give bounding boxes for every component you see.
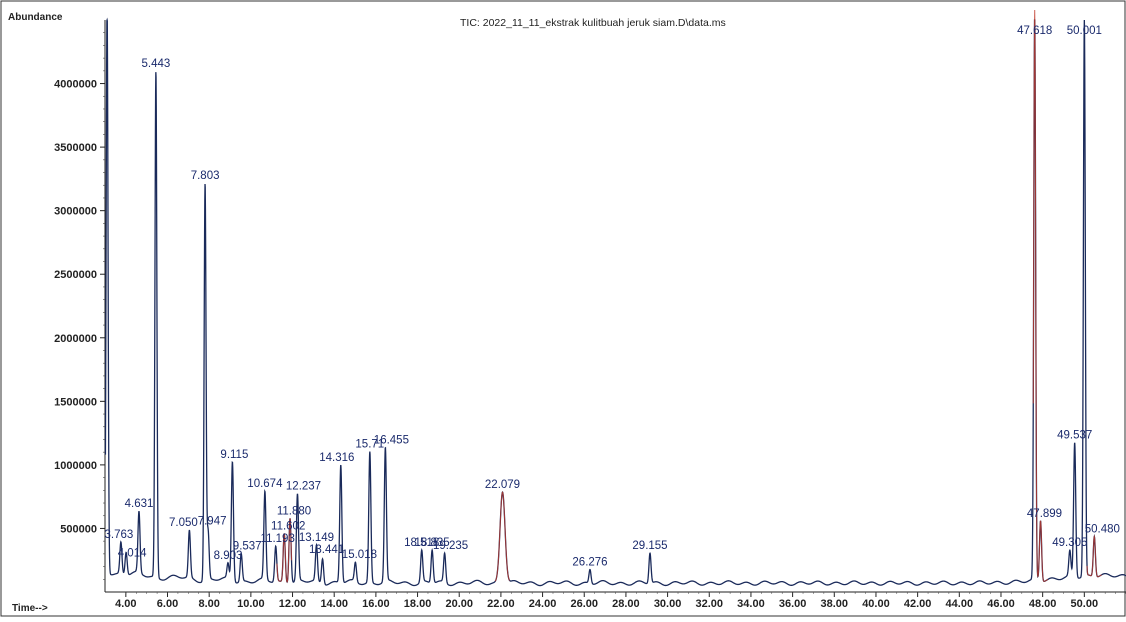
x-tick-label: 36.00	[779, 598, 807, 610]
peak-label: 13.441	[309, 544, 344, 556]
peak-label: 9.115	[220, 449, 248, 461]
x-tick-label: 50.00	[1071, 598, 1099, 610]
x-tick-label: 28.00	[612, 598, 640, 610]
x-tick-label: 14.00	[320, 598, 348, 610]
tic-trace-line	[104, 17, 1126, 587]
peak-label: 9.537	[233, 541, 262, 553]
x-tick-label: 10.00	[237, 598, 265, 610]
peak-label: 18.518	[404, 537, 439, 549]
integration-highlight	[494, 491, 511, 582]
peak-label: 3.763	[105, 529, 134, 541]
chart-title: TIC: 2022_11_11_ekstrak kulitbuah jeruk …	[460, 17, 726, 29]
x-tick-label: 26.00	[570, 598, 598, 610]
x-tick-label: 44.00	[946, 598, 974, 610]
chromatogram-trace	[104, 9, 1126, 587]
peak-label: 10.674	[247, 478, 283, 490]
integration-highlight	[1086, 534, 1102, 578]
peak-label: 47.899	[1027, 508, 1062, 520]
peak-label: 26.276	[572, 557, 607, 569]
peak-label: 15.71	[355, 439, 384, 451]
y-tick-label: 3000000	[54, 206, 97, 218]
y-tick-label: 3500000	[54, 142, 97, 154]
peak-label: 11.602	[271, 521, 305, 533]
peak-label: 50.001	[1067, 25, 1102, 37]
peak-label: 4.014	[118, 547, 147, 559]
peak-label: 18.835	[415, 537, 450, 549]
peak-label: 29.155	[632, 540, 667, 552]
x-tick-label: 18.00	[404, 598, 432, 610]
peak-label: 5.443	[142, 58, 171, 70]
peak-label: 16.455	[374, 434, 409, 446]
integration-highlight	[1032, 9, 1049, 582]
x-tick-label: 32.00	[695, 598, 723, 610]
peak-label: 47.618	[1017, 25, 1052, 37]
x-tick-label: 30.00	[654, 598, 682, 610]
peak-label: 7.050	[169, 517, 198, 529]
integration-highlight	[276, 518, 293, 583]
y-tick-label: 500000	[60, 523, 97, 535]
peak-label: 49.537	[1057, 430, 1092, 442]
x-tick-label: 24.00	[529, 598, 557, 610]
x-tick-label: 46.00	[987, 598, 1015, 610]
peak-label: 13.149	[299, 532, 334, 544]
x-tick-label: 38.00	[821, 598, 849, 610]
x-axis-label: Time-->	[12, 603, 48, 614]
y-tick-label: 4000000	[54, 79, 97, 91]
y-axis-label: Abundance	[8, 12, 63, 23]
peak-label: 4.631	[125, 498, 154, 510]
x-tick-label: 34.00	[737, 598, 765, 610]
x-tick-label: 40.00	[862, 598, 890, 610]
peak-label: 7.947	[198, 515, 227, 527]
peak-labels: 3.763 4.014 4.631 5.443 7.050 7.803 7.947 8.903…	[105, 25, 1120, 569]
peak-label: 50.480	[1085, 524, 1120, 536]
x-tick-label: 16.00	[362, 598, 390, 610]
peak-label: 7.803	[191, 170, 220, 182]
x-tick-label: 6.00	[157, 598, 178, 610]
peak-label: 22.079	[485, 479, 520, 491]
x-tick-label: 20.00	[445, 598, 473, 610]
peak-label: 14.316	[319, 452, 354, 464]
peak-label: 15.018	[342, 549, 377, 561]
peak-label: 49.305	[1052, 537, 1087, 549]
x-tick-label: 42.00	[904, 598, 932, 610]
x-tick-label: 12.00	[279, 598, 307, 610]
y-tick-label: 2000000	[54, 333, 97, 345]
x-tick-label: 22.00	[487, 598, 515, 610]
peak-label: 12.237	[286, 481, 321, 493]
y-tick-label: 1000000	[54, 460, 97, 472]
x-tick-label: 4.00	[115, 598, 136, 610]
peak-label: 19.235	[433, 540, 468, 552]
y-tick-label: 1500000	[54, 396, 97, 408]
x-tick-label: 8.00	[198, 598, 219, 610]
peak-label: 8.903	[214, 550, 243, 562]
axes: 500000 1000000 1500000 2000000 2500000 300000…	[54, 20, 1126, 610]
peak-label: 11.193	[261, 533, 295, 545]
peak-label: 11.880	[277, 505, 311, 517]
x-tick-label: 48.00	[1029, 598, 1057, 610]
y-tick-label: 2500000	[54, 269, 97, 281]
